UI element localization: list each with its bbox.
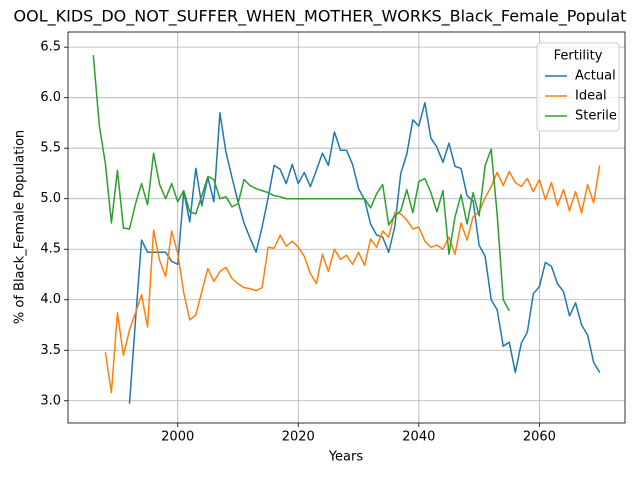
x-tick-label: 2020 (282, 430, 315, 445)
chart-title: OOL_KIDS_DO_NOT_SUFFER_WHEN_MOTHER_WORKS… (14, 7, 627, 27)
x-tick-label: 2040 (402, 430, 435, 445)
x-tick-label: 2060 (523, 430, 556, 445)
y-tick-label: 3.0 (40, 393, 61, 408)
y-tick-label: 5.0 (40, 191, 61, 206)
legend-label: Sterile (575, 109, 617, 124)
y-tick-label: 6.0 (40, 90, 61, 105)
legend-label: Actual (575, 69, 616, 84)
y-axis-label: % of Black_Female Population (13, 130, 28, 324)
legend-box (536, 42, 620, 132)
x-axis-label: Years (328, 450, 364, 465)
plot-frame (67, 31, 626, 424)
legend-label: Ideal (575, 89, 607, 104)
y-tick-label: 4.5 (40, 242, 61, 257)
x-tick-label: 2000 (161, 430, 194, 445)
legend: Fertility Actual Ideal Sterile (536, 42, 620, 132)
y-tick-label: 6.5 (40, 40, 61, 55)
series-line (104, 165, 601, 394)
y-tick-label: 4.0 (40, 292, 61, 307)
series-line (92, 55, 510, 312)
y-tick-label: 5.5 (40, 141, 61, 156)
legend-title: Fertility (554, 49, 603, 64)
y-tick-label: 3.5 (40, 343, 61, 358)
